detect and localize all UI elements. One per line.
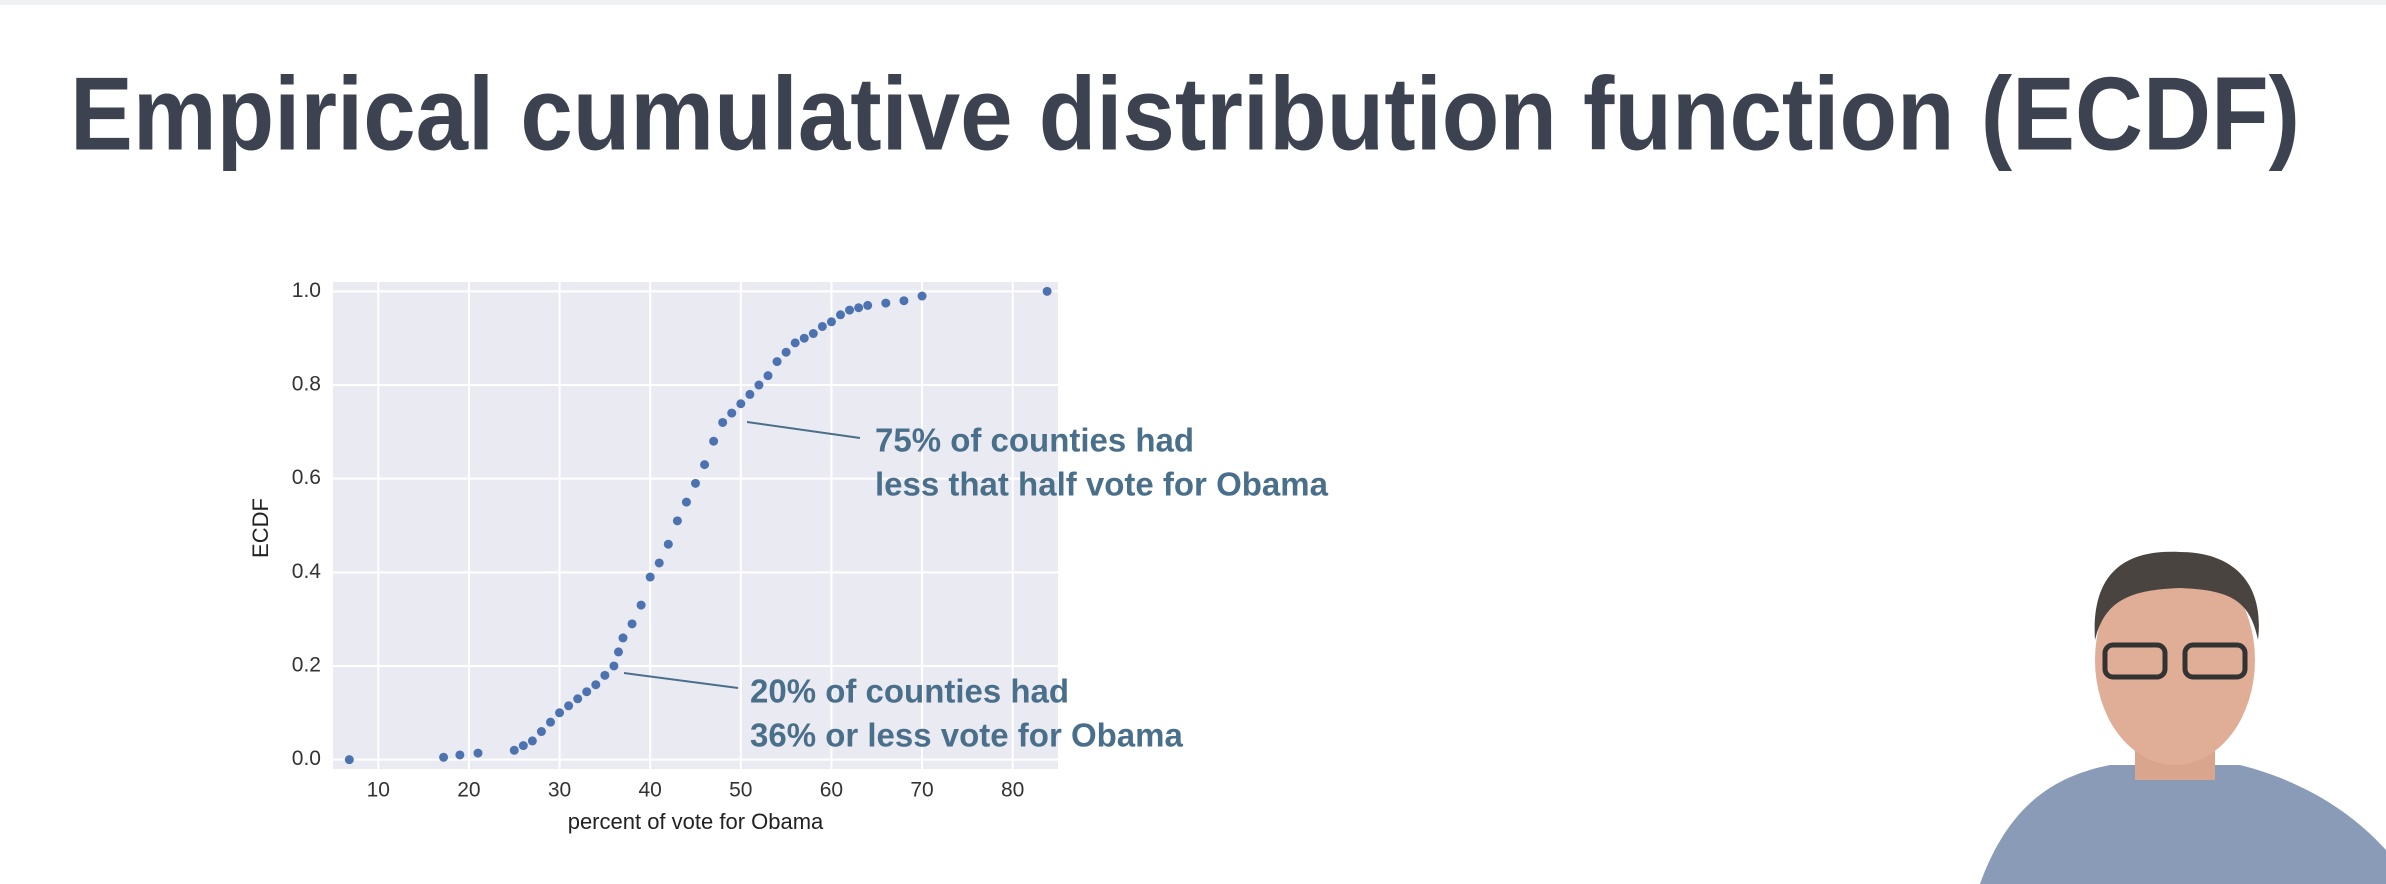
presenter-face [2095,555,2255,765]
presenter-glasses [2102,642,2168,680]
data-point [509,745,519,755]
x-tick-label: 20 [457,779,480,802]
annotation-text: 36% or less vote for Obama [750,717,1183,754]
top-bar [0,0,2386,5]
annotation-text: less that half vote for Obama [875,466,1329,503]
data-point [681,497,691,507]
plot-area [333,282,1058,769]
x-tick-label: 30 [548,779,571,802]
data-point [854,303,864,313]
data-point [709,436,719,446]
data-point [618,633,628,643]
data-point [645,572,655,582]
data-point [573,694,583,704]
y-tick-label: 0.2 [292,654,321,677]
x-tick-label: 60 [820,779,843,802]
annotation-pointer [623,672,739,689]
data-point [344,755,354,765]
data-point [826,317,836,327]
annotation-pointer [746,421,861,439]
data-point [518,741,528,751]
x-tick-label: 70 [910,779,933,802]
data-point [754,380,764,390]
y-tick-label: 0.6 [292,466,321,489]
data-point [863,300,873,310]
data-point [1042,286,1052,296]
data-point [700,460,710,470]
data-point [836,310,845,320]
annotation-text: 75% of counties had [875,422,1194,459]
y-tick-label: 0.4 [292,560,322,583]
data-point [745,389,755,399]
data-point [663,539,673,549]
y-tick-label: 1.0 [292,279,321,302]
data-point [718,417,728,427]
y-tick-label: 0.0 [292,747,321,770]
data-point [627,619,637,629]
data-point [455,750,465,760]
data-point [899,296,909,306]
data-point [439,752,449,762]
data-point [763,371,773,381]
x-tick-label: 50 [729,779,752,802]
data-point [736,399,746,409]
presenter-shirt [1980,765,2386,884]
data-point [546,717,555,727]
data-point [881,298,891,308]
data-point [636,600,646,610]
data-point [790,338,800,348]
data-point [727,408,737,418]
y-tick-label: 0.8 [292,373,321,396]
data-point [772,357,782,367]
annotation-text: 20% of counties had [750,673,1069,710]
x-tick-label: 80 [1001,779,1024,802]
data-point [672,516,682,526]
data-point [808,329,818,339]
data-point [527,736,537,746]
data-point [600,670,610,680]
data-point [691,478,700,488]
data-point [917,291,927,301]
presenter-glasses [2182,642,2248,680]
x-tick-label: 40 [639,779,662,802]
x-axis-label: percent of vote for Obama [568,809,824,834]
presenter-video [1980,551,2386,884]
data-point [845,305,855,315]
data-point [536,727,546,737]
x-tick-label: 10 [367,779,390,802]
y-axis-label: ECDF [248,498,273,558]
data-point [781,347,791,357]
data-point [799,333,809,343]
data-point [555,708,565,718]
data-point [473,748,483,758]
data-point [817,321,827,331]
data-point [564,701,574,711]
data-point [654,558,664,568]
data-point [591,680,601,690]
data-point [613,647,623,657]
presenter-hair [2094,551,2259,640]
data-point [609,661,619,671]
chart: 0.0 0.2 0.4 0.6 0.8 1.0 10 20 30 40 50 60 70 80 percen… [248,279,1329,834]
data-point [582,687,592,697]
slide-title: Empirical cumulative distribution functi… [70,56,2300,172]
